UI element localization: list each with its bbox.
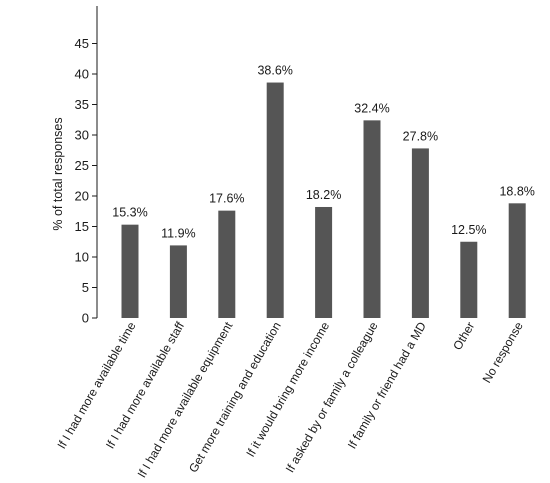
category-label: No response <box>480 319 526 385</box>
bar <box>315 206 333 318</box>
bar <box>266 82 284 318</box>
y-tick-label: 0 <box>82 311 89 326</box>
bar <box>411 148 429 318</box>
data-label: 17.6% <box>209 192 244 206</box>
bar <box>121 224 139 318</box>
bar <box>218 210 236 318</box>
data-label: 27.8% <box>403 129 438 143</box>
category-label: Get more training and education <box>186 320 284 475</box>
data-label: 38.6% <box>257 64 292 78</box>
data-label: 11.9% <box>161 226 196 240</box>
y-tick-label: 10 <box>75 250 89 265</box>
bar <box>460 241 478 318</box>
y-axis-title: % of total responses <box>51 117 65 230</box>
category-label: Other <box>450 320 477 353</box>
data-label: 15.3% <box>112 206 147 220</box>
y-tick-label: 30 <box>75 128 89 143</box>
category-label: If I had more available equipment <box>135 319 236 480</box>
bar <box>169 245 187 318</box>
y-tick-label: 25 <box>75 158 89 173</box>
bars-group <box>121 82 526 318</box>
category-label: If asked by or family a colleague <box>283 319 381 475</box>
data-label: 18.2% <box>306 188 341 202</box>
category-label: If it would bring more income <box>243 319 332 459</box>
data-label: 18.8% <box>499 184 534 198</box>
bar <box>508 203 526 318</box>
y-tick-label: 5 <box>82 280 89 295</box>
y-tick-label: 40 <box>75 67 89 82</box>
y-tick-label: 20 <box>75 189 89 204</box>
y-axis: 0 5 10 15 20 25 30 35 40 45 <box>75 6 98 326</box>
data-label: 12.5% <box>451 223 486 237</box>
data-labels-group: 15.3% 11.9% 17.6% 38.6% 18.2% 32.4% 27.8% 12.5%… <box>112 64 535 241</box>
y-tick-label: 45 <box>75 36 89 51</box>
bar <box>363 120 381 318</box>
data-label: 32.4% <box>354 101 389 115</box>
y-tick-label: 15 <box>75 219 89 234</box>
y-tick-label: 35 <box>75 97 89 112</box>
